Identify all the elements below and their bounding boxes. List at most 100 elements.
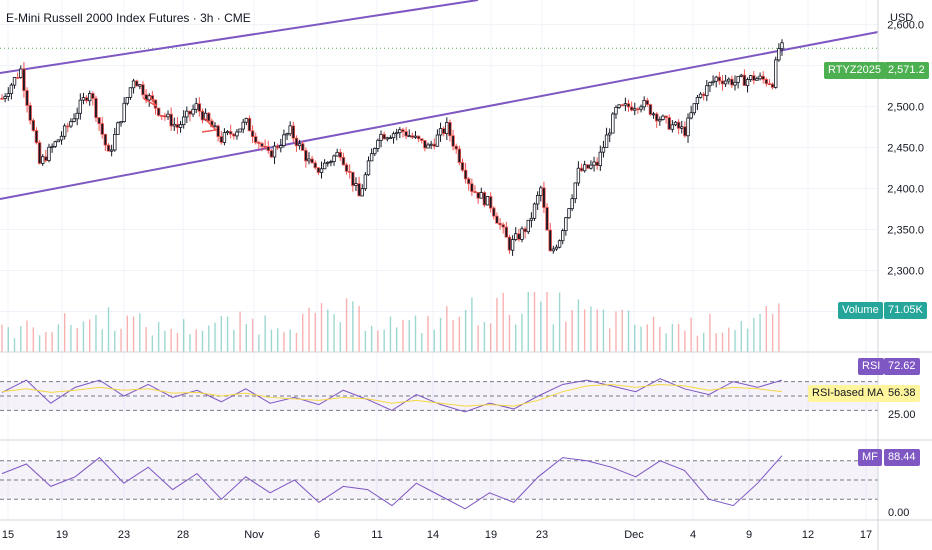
time-tick-label: 15 <box>2 529 14 541</box>
candle-body <box>301 143 305 151</box>
candle-body <box>654 113 659 122</box>
price-badge: 2,571.2 <box>884 62 929 79</box>
volume-bar <box>602 309 605 352</box>
volume-bar <box>665 333 667 352</box>
candle-body <box>181 116 186 126</box>
candle-body <box>774 59 778 88</box>
candle-body <box>651 113 656 116</box>
volume-bar <box>189 334 191 352</box>
last-price: 2,571.2 <box>888 64 925 76</box>
candle-body <box>401 129 405 132</box>
volume-bar <box>627 310 630 352</box>
time-tick-label: 28 <box>177 529 189 541</box>
volume-bar <box>583 309 586 352</box>
volume-bar <box>496 297 498 352</box>
volume-bar <box>715 333 717 352</box>
volume-bar <box>151 335 154 352</box>
volume-bar <box>615 311 617 352</box>
volume-bar <box>220 315 222 352</box>
volume-bars <box>1 292 780 352</box>
candle-body <box>307 158 311 162</box>
candle-body <box>228 131 233 135</box>
volume-bar <box>38 335 41 352</box>
candle-body <box>354 183 358 186</box>
volume-bar <box>377 330 379 352</box>
candle-body <box>213 125 217 128</box>
candle-body <box>539 187 543 196</box>
candle-body <box>260 143 264 147</box>
candle-body <box>382 133 386 140</box>
mf-panel[interactable] <box>0 455 878 510</box>
candle-body <box>777 48 781 61</box>
candle-body <box>398 129 402 134</box>
candle-body <box>247 117 252 132</box>
time-tick-label: 17 <box>860 529 872 541</box>
candle-body <box>394 132 399 135</box>
candle-body <box>385 137 390 140</box>
candle-body <box>727 78 731 82</box>
candle-body <box>733 81 737 86</box>
candle-body <box>322 162 327 170</box>
volume-bar <box>82 321 85 352</box>
time-tick-label: 6 <box>314 529 320 541</box>
volume-bar <box>101 329 103 352</box>
time-tick-label: 19 <box>56 529 68 541</box>
volume-bar <box>164 330 166 352</box>
candle-body <box>636 108 640 111</box>
volume-bar <box>270 329 273 352</box>
candle-body <box>131 80 136 89</box>
candle-body <box>617 104 621 108</box>
volume-bar <box>696 335 699 352</box>
volume-bar <box>114 330 116 352</box>
candle-body <box>207 112 211 122</box>
candle-body <box>172 123 176 127</box>
candle-body <box>438 128 443 136</box>
candle-body <box>222 132 227 143</box>
candle-body <box>526 219 530 233</box>
volume-bar <box>364 330 367 352</box>
candle-body <box>501 224 505 228</box>
candle-body <box>282 134 286 147</box>
candle-body <box>166 113 170 118</box>
candle-body <box>81 97 86 101</box>
currency-label: USD <box>890 12 914 24</box>
candle-body <box>557 240 562 248</box>
volume-bar <box>132 316 135 352</box>
candle-body <box>34 130 39 144</box>
candle-body <box>680 126 684 129</box>
candles[interactable] <box>0 39 784 256</box>
candle-body <box>257 142 261 144</box>
volume-bar <box>577 299 580 352</box>
candle-body <box>479 192 483 199</box>
candle-body <box>488 196 493 209</box>
candle-body <box>586 164 590 169</box>
price-tick-label: 2,500.0 <box>887 102 924 114</box>
volume-bar <box>446 306 448 352</box>
candle-body <box>379 133 383 141</box>
volume-bar <box>464 310 467 352</box>
rsi-panel[interactable] <box>0 378 878 413</box>
candle-body <box>59 135 64 141</box>
candle-body <box>235 131 239 137</box>
candle-body <box>758 75 762 80</box>
volume-bar <box>546 292 548 352</box>
candle-body <box>366 160 371 176</box>
time-tick-label: Dec <box>624 529 644 541</box>
candle-body <box>62 125 67 137</box>
candle-body <box>717 76 722 82</box>
candle-body <box>197 103 202 112</box>
candle-body <box>369 153 374 162</box>
candle-body <box>520 228 524 240</box>
volume-bar <box>740 321 742 352</box>
candle-body <box>103 133 108 146</box>
candle-body <box>532 203 537 219</box>
candle-body <box>200 110 205 121</box>
candle-body <box>576 167 581 184</box>
candle-body <box>341 156 346 166</box>
volume-bar <box>233 329 235 352</box>
candle-body <box>316 167 321 173</box>
candle-body <box>25 90 29 106</box>
candle-body <box>191 108 195 115</box>
time-tick-label: 12 <box>802 529 814 541</box>
